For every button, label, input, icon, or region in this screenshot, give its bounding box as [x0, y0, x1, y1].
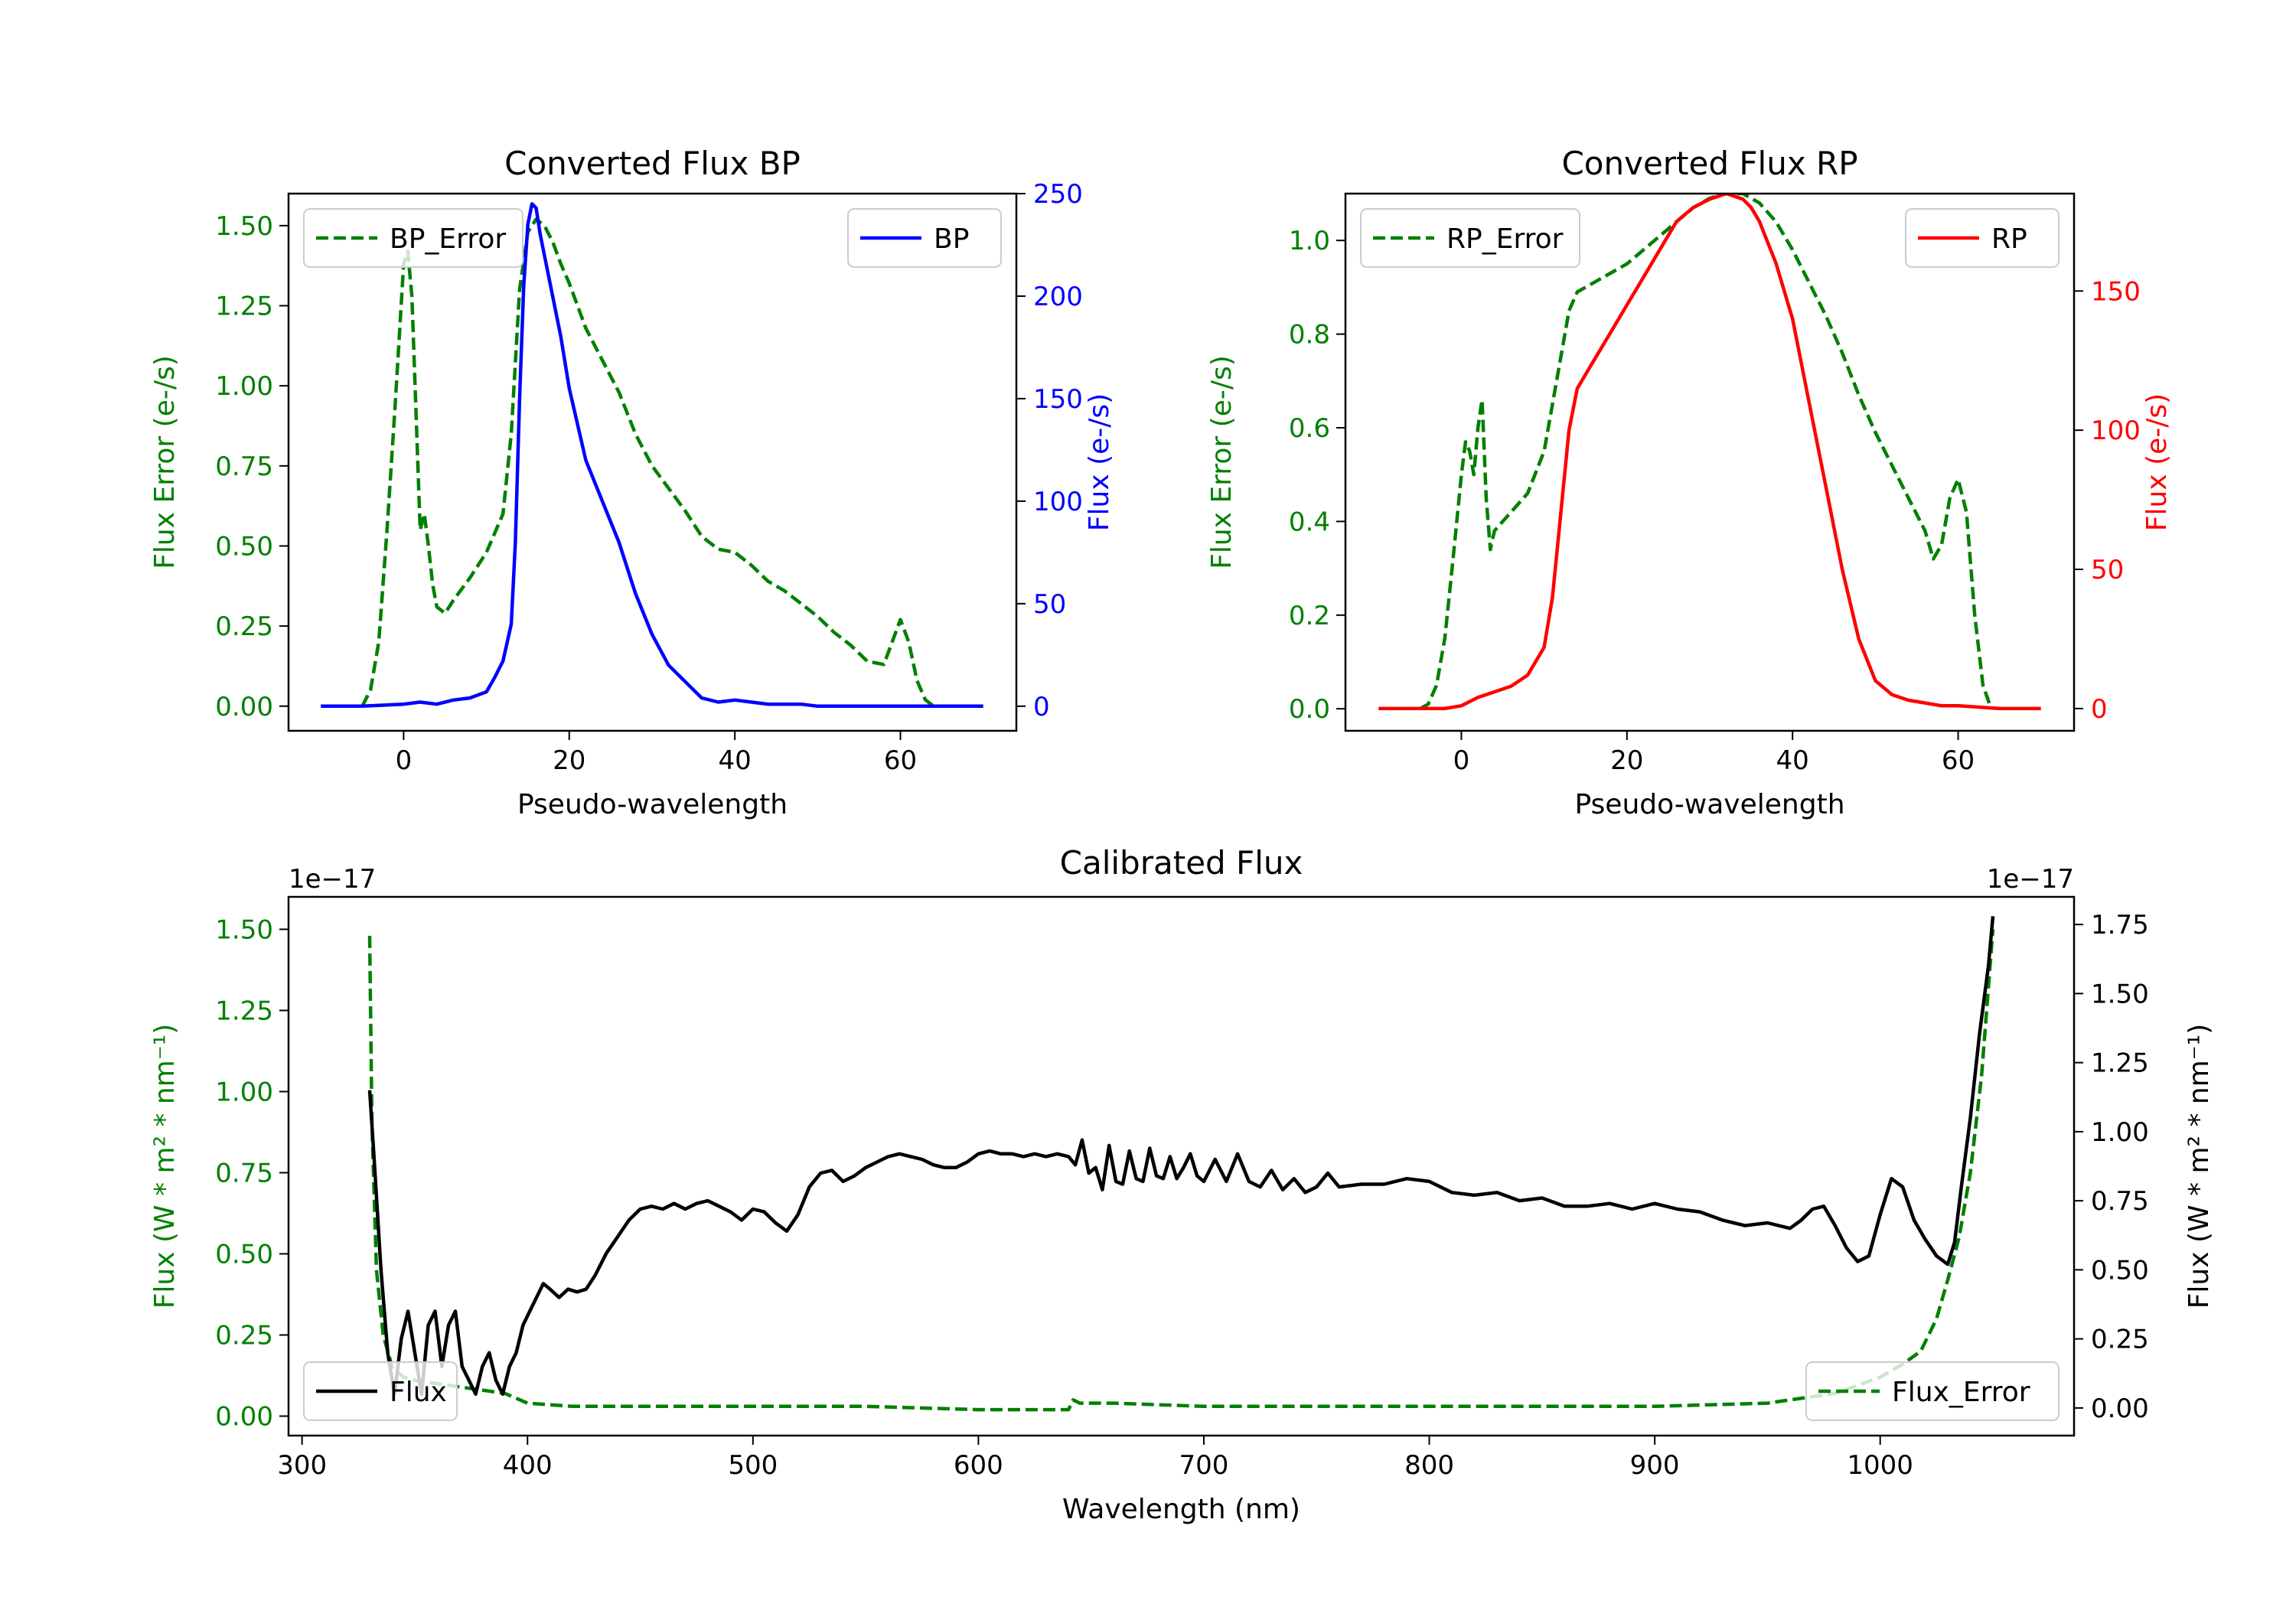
x-axis-label: Pseudo-wavelength [1574, 789, 1844, 820]
x-tick-label: 20 [1610, 745, 1643, 776]
legend-rp-error: RP_Error [1360, 208, 1580, 268]
left-y-tick-label: 0.50 [215, 531, 273, 562]
left-y-tick-label: 1.25 [215, 996, 273, 1026]
right-y-tick-label: 0.75 [2091, 1186, 2149, 1217]
legend-flux: Flux [303, 1361, 458, 1421]
x-axis-label: Wavelength (nm) [1062, 1494, 1300, 1525]
legend-label: Flux_Error [1892, 1377, 2030, 1408]
x-tick-label: 20 [553, 745, 585, 776]
chart-title: Calibrated Flux [1060, 844, 1303, 882]
right-y-tick-label: 100 [2091, 416, 2141, 446]
legend-rp: RP [1905, 208, 2060, 268]
right-y-tick-label: 50 [2091, 555, 2124, 585]
legend-box [847, 208, 1002, 268]
left-y-axis-label: Flux Error (e-/s) [149, 355, 181, 569]
left-y-tick-label: 0.6 [1289, 413, 1330, 444]
right-y-tick-label: 150 [2091, 276, 2141, 307]
legend-label: Flux [390, 1377, 447, 1408]
legend-box [1805, 1361, 2060, 1421]
series-line-bp-error [360, 217, 935, 708]
x-tick-label: 300 [277, 1450, 327, 1481]
right-y-tick-label: 150 [1033, 384, 1083, 415]
right-y-tick-label: 0.50 [2091, 1255, 2149, 1286]
series-line-rp-error [1419, 194, 1993, 711]
chart-converted-flux-rp: 0 20 40 60 Pseudo-wavelength 0.0 0.2 0.4 0.6 0.8 1… [1206, 145, 2173, 820]
x-tick-label: 800 [1404, 1450, 1454, 1481]
legend-label: BP [934, 223, 969, 255]
right-y-tick-label: 1.75 [2091, 910, 2149, 940]
legend-box [303, 1361, 458, 1421]
right-y-tick-label: 0 [1033, 692, 1050, 722]
left-axis-offset-label: 1e−17 [289, 864, 376, 895]
right-y-axis-label: Flux (e-/s) [2141, 393, 2173, 531]
left-y-tick-label: 1.0 [1289, 226, 1330, 256]
chart-calibrated-flux: 300 400 500 600 700 800 900 1000 Wavelength (nm)… [149, 844, 2215, 1525]
left-y-tick-label: 0.00 [215, 1402, 273, 1433]
legend-bp: BP [847, 208, 1002, 268]
x-tick-label: 900 [1630, 1450, 1680, 1481]
chart-title: Converted Flux RP [1561, 145, 1857, 182]
left-y-tick-label: 0.25 [215, 611, 273, 642]
right-y-axis-label: Flux (e-/s) [1084, 393, 1115, 531]
series-line-flux [367, 916, 1995, 1397]
right-y-tick-label: 0 [2091, 694, 2108, 725]
axes-frame [1344, 192, 2076, 732]
left-y-tick-label: 1.50 [215, 211, 273, 242]
x-axis-label: Pseudo-wavelength [517, 789, 788, 820]
left-y-tick-label: 0.50 [215, 1240, 273, 1270]
x-tick-label: 600 [954, 1450, 1003, 1481]
left-y-tick-label: 0.4 [1289, 507, 1330, 537]
legend-box [303, 208, 523, 268]
right-y-tick-label: 250 [1033, 179, 1083, 210]
left-y-tick-label: 0.0 [1289, 694, 1330, 725]
x-tick-label: 400 [503, 1450, 553, 1481]
left-y-tick-label: 0.75 [215, 1158, 273, 1188]
axes-frame [287, 192, 1018, 732]
right-axis-offset-label: 1e−17 [1987, 864, 2074, 895]
right-y-tick-label: 200 [1033, 282, 1083, 312]
legend-label: RP_Error [1446, 223, 1564, 255]
right-y-tick-label: 0.00 [2091, 1393, 2149, 1424]
left-y-tick-label: 1.00 [215, 1077, 273, 1107]
x-tick-label: 60 [1942, 745, 1975, 776]
axes-frame [287, 895, 2076, 1437]
left-y-tick-label: 0.25 [215, 1321, 273, 1351]
left-y-axis-label: Flux Error (e-/s) [1206, 355, 1238, 569]
right-y-tick-label: 1.00 [2091, 1117, 2149, 1148]
legend-bp-error: BP_Error [303, 208, 523, 268]
series-line-bp [321, 202, 983, 709]
left-y-tick-label: 1.00 [215, 371, 273, 402]
right-y-tick-label: 1.50 [2091, 979, 2149, 1009]
right-y-tick-label: 0.25 [2091, 1325, 2149, 1355]
x-tick-label: 700 [1179, 1450, 1229, 1481]
legend-box [1360, 208, 1580, 268]
x-tick-label: 0 [1453, 745, 1470, 776]
chart-converted-flux-bp: 0 20 40 60 Pseudo-wavelength 0.00 0.25 0.50 0.75… [149, 145, 1115, 820]
left-y-tick-label: 0.75 [215, 451, 273, 482]
left-y-tick-label: 0.2 [1289, 601, 1330, 631]
left-y-tick-label: 0.8 [1289, 320, 1330, 350]
legend-flux-error: Flux_Error [1805, 1361, 2060, 1421]
chart-title: Converted Flux BP [504, 145, 801, 182]
left-y-axis-label: Flux (W * m² * nm⁻¹) [149, 1024, 181, 1309]
x-tick-label: 40 [1776, 745, 1809, 776]
right-y-tick-label: 50 [1033, 589, 1066, 620]
left-y-tick-label: 0.00 [215, 692, 273, 722]
right-y-tick-label: 100 [1033, 487, 1083, 517]
x-tick-label: 500 [728, 1450, 778, 1481]
legend-label: BP_Error [390, 223, 506, 255]
series-line-rp [1378, 194, 2041, 711]
x-tick-label: 0 [396, 745, 413, 776]
x-tick-label: 40 [719, 745, 752, 776]
left-y-tick-label: 1.50 [215, 914, 273, 945]
legend-box [1905, 208, 2060, 268]
right-y-tick-label: 1.25 [2091, 1048, 2149, 1079]
right-y-axis-label: Flux (W * m² * nm⁻¹) [2183, 1024, 2215, 1309]
x-tick-label: 60 [884, 745, 917, 776]
x-tick-label: 1000 [1847, 1450, 1913, 1481]
left-y-tick-label: 1.25 [215, 292, 273, 322]
legend-label: RP [1991, 223, 2027, 255]
